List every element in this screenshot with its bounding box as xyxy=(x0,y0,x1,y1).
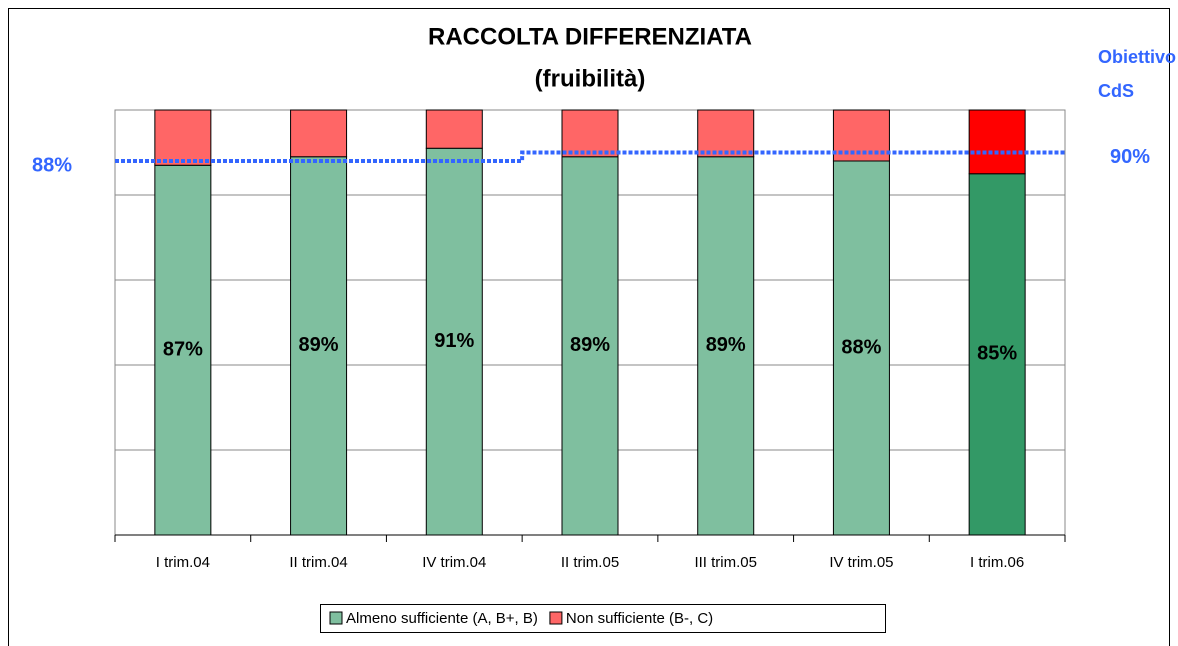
target-line xyxy=(115,150,1065,163)
chart-title: RACCOLTA DIFFERENZIATA xyxy=(428,23,752,50)
legend-box xyxy=(320,604,886,633)
bar-segment xyxy=(425,147,483,536)
legend-swatch xyxy=(549,611,563,625)
x-tick-label: IV trim.04 xyxy=(422,554,486,571)
x-tick-label: I trim.04 xyxy=(156,554,210,571)
value-label: 85% xyxy=(977,343,1017,365)
legend-label: Almeno sufficiente (A, B+, B) xyxy=(346,610,538,627)
bar-segment xyxy=(290,156,348,536)
x-tick-label: II trim.04 xyxy=(289,554,347,571)
legend-label: Non sufficiente (B-, C) xyxy=(566,610,713,627)
bar-segment xyxy=(697,156,755,536)
bar-segment xyxy=(561,156,619,536)
legend-swatch xyxy=(329,611,343,625)
chart-subtitle: (fruibilità) xyxy=(535,65,646,92)
bar-segment xyxy=(425,109,483,149)
value-label: 91% xyxy=(434,330,474,352)
x-tick-label: II trim.05 xyxy=(561,554,619,571)
bar-segment xyxy=(968,173,1026,536)
bar-segment xyxy=(290,109,348,158)
bar-segment xyxy=(561,109,619,158)
bar-segment xyxy=(832,109,890,162)
annotation: 88% xyxy=(32,154,72,176)
x-tick-label: III trim.05 xyxy=(694,554,757,571)
x-tick-label: I trim.06 xyxy=(970,554,1024,571)
annotation: 90% xyxy=(1110,146,1150,168)
value-label: 88% xyxy=(841,336,881,358)
value-label: 87% xyxy=(163,338,203,360)
value-label: 89% xyxy=(570,334,610,356)
target-label: Obiettivo CdS xyxy=(1098,47,1177,101)
value-label: 89% xyxy=(299,334,339,356)
bar-segment xyxy=(697,109,755,158)
bar-segment xyxy=(968,109,1026,175)
bar-segment xyxy=(832,160,890,536)
x-tick-label: IV trim.05 xyxy=(829,554,893,571)
value-label: 89% xyxy=(706,334,746,356)
bar-segment xyxy=(154,109,212,166)
bar-segment xyxy=(154,164,212,536)
